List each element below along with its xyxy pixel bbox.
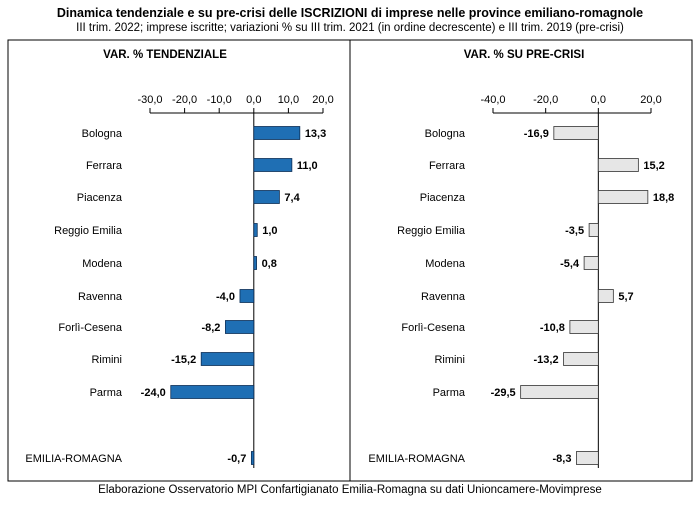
tendenziale-data-label: -24,0 bbox=[141, 387, 166, 399]
precrisi-tick-label: -40,0 bbox=[480, 94, 505, 106]
tendenziale-data-label: 1,0 bbox=[262, 225, 277, 237]
tendenziale-category-label: EMILIA-ROMAGNA bbox=[25, 453, 122, 465]
tendenziale-data-label: 11,0 bbox=[297, 160, 318, 172]
tendenziale-tick-label: 0,0 bbox=[246, 94, 261, 106]
precrisi-data-label: -5,4 bbox=[560, 258, 580, 270]
tendenziale-bar bbox=[253, 190, 280, 204]
precrisi-category-label: Rimini bbox=[434, 354, 465, 366]
tendenziale-data-label: -15,2 bbox=[171, 354, 196, 366]
tendenziale-bar bbox=[170, 385, 255, 399]
tendenziale-category-label: Ferrara bbox=[86, 160, 123, 172]
precrisi-bar bbox=[597, 158, 639, 172]
precrisi-data-label: -29,5 bbox=[491, 387, 516, 399]
tendenziale-data-label: 7,4 bbox=[284, 192, 300, 204]
precrisi-category-label: Reggio Emilia bbox=[397, 225, 466, 237]
tendenziale-bar bbox=[200, 352, 255, 366]
tendenziale-category-label: Reggio Emilia bbox=[54, 225, 123, 237]
precrisi-tick-label: 20,0 bbox=[640, 94, 661, 106]
precrisi-data-label: -3,5 bbox=[565, 225, 584, 237]
tendenziale-panel-title: VAR. % TENDENZIALE bbox=[103, 49, 227, 61]
tendenziale-bar bbox=[250, 451, 255, 465]
tendenziale-tick-label: 20,0 bbox=[312, 94, 333, 106]
precrisi-category-label: Forlì-Cesena bbox=[401, 322, 465, 334]
precrisi-data-label: -16,9 bbox=[524, 128, 549, 140]
chart-footer: Elaborazione Osservatorio MPI Confartigi… bbox=[98, 484, 602, 496]
tendenziale-bar bbox=[253, 223, 258, 237]
tendenziale-bar bbox=[253, 256, 257, 270]
precrisi-category-label: Ravenna bbox=[421, 291, 466, 303]
precrisi-bar bbox=[588, 223, 599, 237]
tendenziale-bar bbox=[239, 289, 255, 303]
tendenziale-tick-label: -20,0 bbox=[172, 94, 197, 106]
precrisi-data-label: 5,7 bbox=[618, 291, 633, 303]
precrisi-tick-label: -20,0 bbox=[533, 94, 558, 106]
tendenziale-data-label: -0,7 bbox=[227, 453, 246, 465]
chart-title: Dinamica tendenziale e su pre-crisi dell… bbox=[56, 6, 644, 20]
precrisi-bar bbox=[576, 451, 599, 465]
precrisi-data-label: -10,8 bbox=[540, 322, 565, 334]
precrisi-data-label: -13,2 bbox=[533, 354, 558, 366]
tendenziale-tick-label: -30,0 bbox=[137, 94, 162, 106]
tendenziale-data-label: 0,8 bbox=[262, 258, 277, 270]
tendenziale-tick-label: 10,0 bbox=[278, 94, 299, 106]
tendenziale-category-label: Piacenza bbox=[77, 192, 123, 204]
precrisi-tick-label: 0,0 bbox=[591, 94, 606, 106]
precrisi-bar bbox=[563, 352, 599, 366]
tendenziale-bar bbox=[225, 320, 255, 334]
precrisi-bar bbox=[597, 289, 614, 303]
tendenziale-category-label: Parma bbox=[90, 387, 123, 399]
chart-subtitle: III trim. 2022; imprese iscritte; variaz… bbox=[76, 22, 624, 34]
tendenziale-category-label: Bologna bbox=[82, 128, 123, 140]
tendenziale-data-label: -8,2 bbox=[201, 322, 220, 334]
tendenziale-category-label: Forlì-Cesena bbox=[58, 322, 122, 334]
precrisi-bar bbox=[597, 190, 649, 204]
precrisi-category-label: Piacenza bbox=[420, 192, 466, 204]
precrisi-panel-title: VAR. % SU PRE-CRISI bbox=[464, 49, 585, 61]
precrisi-data-label: 15,2 bbox=[643, 160, 664, 172]
precrisi-category-label: Parma bbox=[433, 387, 466, 399]
tendenziale-category-label: Rimini bbox=[91, 354, 122, 366]
precrisi-category-label: Bologna bbox=[425, 128, 466, 140]
precrisi-category-label: Ferrara bbox=[429, 160, 466, 172]
precrisi-data-label: -8,3 bbox=[553, 453, 572, 465]
tendenziale-bar bbox=[253, 126, 301, 140]
precrisi-data-label: 18,8 bbox=[653, 192, 674, 204]
tendenziale-bar bbox=[253, 158, 293, 172]
tendenziale-data-label: 13,3 bbox=[305, 128, 326, 140]
precrisi-bar bbox=[583, 256, 599, 270]
precrisi-category-label: Modena bbox=[425, 258, 466, 270]
tendenziale-data-label: -4,0 bbox=[216, 291, 235, 303]
precrisi-category-label: EMILIA-ROMAGNA bbox=[368, 453, 465, 465]
precrisi-bar bbox=[520, 385, 599, 399]
tendenziale-category-label: Modena bbox=[82, 258, 123, 270]
precrisi-bar bbox=[569, 320, 599, 334]
tendenziale-tick-label: -10,0 bbox=[207, 94, 232, 106]
tendenziale-category-label: Ravenna bbox=[78, 291, 123, 303]
precrisi-bar bbox=[553, 126, 599, 140]
